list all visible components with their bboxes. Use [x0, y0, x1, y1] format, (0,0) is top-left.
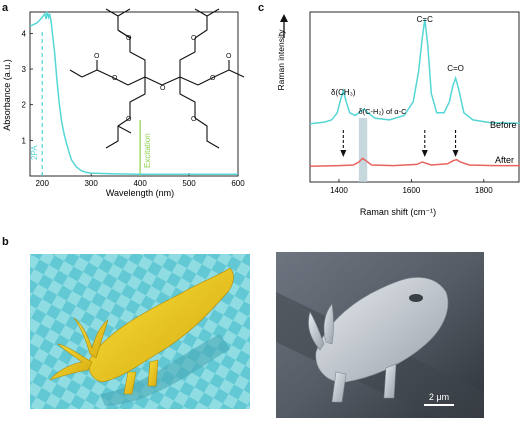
svg-text:O: O — [126, 35, 132, 42]
chart-a-ytick-label: 4 — [22, 29, 27, 38]
svg-text:O: O — [226, 53, 232, 60]
chart-a-ticks: 200 300 400 500 600 1 2 3 4 — [22, 29, 246, 188]
svg-text:O: O — [210, 75, 216, 82]
chart-a-ytick-label: 3 — [22, 65, 27, 74]
svg-text:O: O — [112, 75, 118, 82]
chart-c-legend-after: After — [495, 155, 514, 165]
chart-c-series-before — [309, 19, 520, 125]
chart-c-highlight-band — [358, 118, 368, 182]
peak-label-ch3: δ(CH₃) — [331, 88, 356, 97]
chart-c-series-after — [309, 157, 520, 167]
chart-a-xtick-label: 500 — [182, 179, 196, 188]
chart-c-xtick-label: 1800 — [475, 186, 493, 195]
chart-a-ylabel: Absorbance (a.u.) — [2, 59, 12, 131]
panel-b-sem-image: 2 μm — [276, 252, 484, 418]
chart-c-xtick-label: 1600 — [402, 186, 420, 195]
chart-c-peak-labels: δ(CH₃) δ(C-H₂) of α-C C=C C=O — [331, 15, 464, 116]
chart-a-ytick-label: 1 — [22, 136, 27, 145]
peak-label-ch2: δ(C-H₂) of α-C — [358, 107, 407, 116]
absorbance-chart: 200 300 400 500 600 1 2 3 4 2PA Excitation O O O … — [2, 8, 246, 198]
chart-c-xtick-label: 1400 — [330, 186, 348, 195]
chart-a-xtick-label: 300 — [84, 179, 98, 188]
chart-c-ticks: 1400 1600 1800 — [330, 179, 493, 195]
svg-text:O: O — [160, 85, 166, 92]
chart-c-xlabel: Raman shift (cm⁻¹) — [360, 207, 436, 217]
scale-bar — [424, 404, 454, 406]
chart-a-xlabel: Wavelength (nm) — [106, 188, 174, 198]
chart-a-xtick-label: 200 — [36, 179, 50, 188]
scale-bar-label: 2 μm — [429, 392, 449, 402]
chart-a-axes — [29, 11, 239, 177]
svg-text:O: O — [94, 53, 100, 60]
chart-c-ylabel-group: Raman intensity — [276, 14, 288, 90]
molecule-atom-labels: O O O O O O O O O — [94, 35, 232, 123]
panel-b-3d-model-render — [30, 254, 250, 409]
chart-c-legend-before: Before — [490, 120, 517, 130]
annotation-excitation-label: Excitation — [143, 133, 152, 168]
chart-a-annotations: 2PA Excitation — [30, 32, 152, 176]
sem-surface-hole — [409, 294, 423, 302]
peak-label-cc: C=C — [417, 15, 433, 24]
panel-label-a: a — [2, 2, 9, 14]
panel-label-b: b — [2, 236, 9, 248]
chart-c-frame — [309, 11, 520, 183]
peak-arrow-head — [452, 150, 459, 157]
svg-text:O: O — [126, 116, 132, 123]
chart-c-ylabel-arrowhead — [280, 14, 288, 22]
chart-a-ytick-label: 2 — [22, 101, 27, 110]
chart-a-frame — [29, 11, 239, 177]
deer-model — [49, 267, 234, 395]
chart-a-series-line — [29, 11, 238, 175]
svg-text:O: O — [191, 35, 197, 42]
peak-label-co: C=O — [447, 64, 464, 73]
sem-deer-structure — [308, 277, 449, 403]
raman-chart: 1400 1600 1800 δ(CH₃)δ(C-H₂) of α-CC=CC=O … — [276, 11, 520, 217]
peak-arrow-head — [421, 150, 428, 157]
chart-a-xtick-label: 400 — [133, 179, 147, 188]
peak-arrow-head — [340, 150, 347, 157]
svg-text:O: O — [191, 116, 197, 123]
chart-c-axes — [309, 11, 520, 183]
panel-label-c: c — [258, 2, 265, 14]
chart-a-xtick-label: 600 — [231, 179, 245, 188]
molecule-structure — [69, 8, 245, 149]
annotation-2pa-label: 2PA — [30, 145, 39, 160]
chart-c-ylabel: Raman intensity — [276, 29, 286, 91]
chart-c-peak-arrows — [340, 130, 459, 157]
